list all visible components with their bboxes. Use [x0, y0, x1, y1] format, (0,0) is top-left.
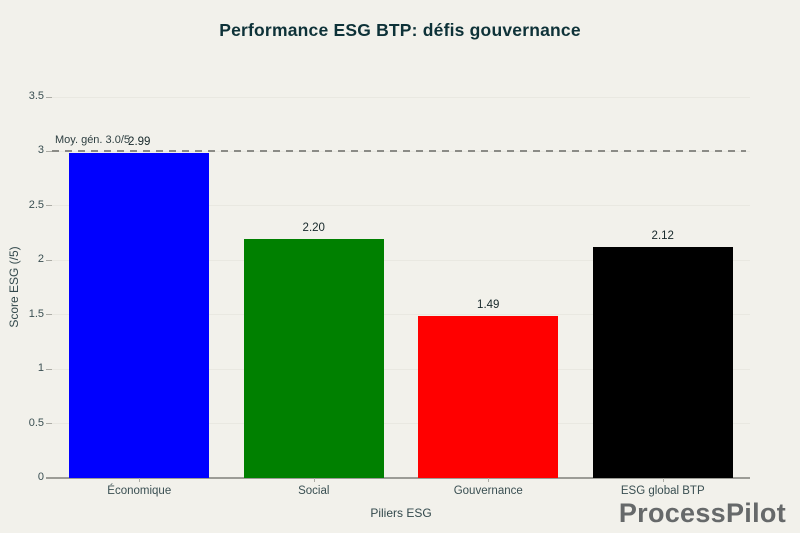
y-tick-label-2.5: 2.5 — [28, 198, 44, 211]
y-tick-mark-2 — [46, 259, 52, 261]
bar-social — [243, 238, 384, 478]
y-tick-mark-1 — [46, 368, 52, 370]
y-tick-label-0.5: 0.5 — [28, 416, 44, 429]
gridline-1.5 — [52, 314, 750, 316]
bar-economique — [69, 152, 210, 478]
y-tick-label-2: 2 — [37, 253, 44, 266]
bar-esg-global-btp — [592, 247, 733, 478]
category-label-social: Social — [298, 485, 330, 497]
bar-value-label-social: 2.20 — [302, 221, 325, 234]
x-tick-mark-economique — [139, 478, 141, 482]
category-label-esg-global-btp: ESG global BTP — [620, 485, 705, 497]
bar-value-label-economique: 2.99 — [128, 135, 151, 148]
reference-line — [52, 150, 746, 153]
x-tick-mark-gouvernance — [488, 478, 490, 482]
gridline-2 — [52, 259, 750, 261]
y-tick-label-3.5: 3.5 — [28, 90, 44, 102]
x-axis-title: Piliers ESG — [370, 506, 432, 520]
chart-title: Performance ESG BTP: défis gouvernance — [219, 20, 581, 40]
y-tick-mark-0.5 — [46, 423, 52, 425]
bar-value-label-esg-global-btp: 2.12 — [651, 230, 674, 243]
bar-value-label-gouvernance: 1.49 — [477, 298, 500, 311]
x-axis-line — [46, 477, 750, 479]
y-tick-label-0: 0 — [37, 471, 44, 483]
bar-gouvernance — [418, 315, 559, 478]
x-tick-mark-social — [313, 478, 315, 482]
y-tick-mark-3.5 — [46, 96, 52, 98]
y-tick-label-1: 1 — [37, 362, 44, 375]
y-tick-mark-3 — [46, 150, 52, 152]
category-label-gouvernance: Gouvernance — [453, 485, 523, 497]
gridline-0.5 — [52, 423, 750, 425]
processpilot-logo: ProcessPilot — [618, 498, 786, 528]
reference-line-label: Moy. gén. 3.0/5 — [55, 134, 131, 147]
gridline-1 — [52, 368, 750, 370]
y-tick-mark-1.5 — [46, 314, 52, 316]
y-tick-label-1.5: 1.5 — [28, 307, 44, 320]
category-label-economique: Économique — [107, 485, 172, 497]
gridline-2.5 — [52, 205, 750, 207]
x-tick-mark-esg-global-btp — [662, 478, 664, 482]
y-tick-label-3: 3 — [37, 144, 44, 157]
gridline-3.5 — [52, 96, 750, 98]
y-tick-mark-2.5 — [46, 205, 52, 207]
